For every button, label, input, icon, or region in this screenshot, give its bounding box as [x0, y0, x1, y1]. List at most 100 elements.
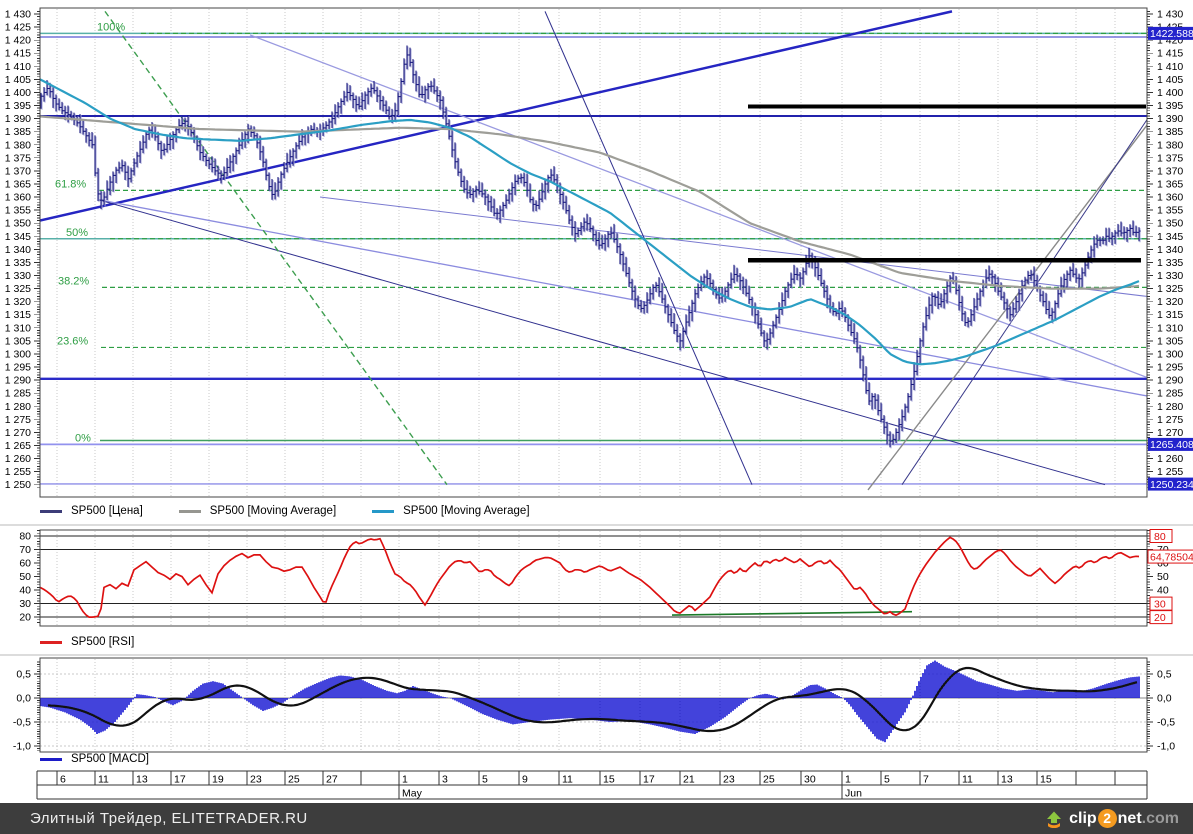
- svg-text:30: 30: [1154, 598, 1166, 610]
- svg-text:30: 30: [19, 598, 31, 610]
- svg-text:1 355: 1 355: [1157, 205, 1183, 217]
- svg-text:1 305: 1 305: [5, 335, 31, 347]
- svg-text:1 275: 1 275: [5, 414, 31, 426]
- svg-text:23: 23: [250, 774, 262, 786]
- svg-text:1 270: 1 270: [5, 427, 31, 439]
- svg-text:-1,0: -1,0: [13, 741, 31, 753]
- svg-text:23.6%: 23.6%: [57, 335, 88, 347]
- svg-text:1 425: 1 425: [5, 22, 31, 34]
- ma1-legend-item: SP500 [Moving Average]: [178, 505, 337, 517]
- svg-text:1 415: 1 415: [5, 48, 31, 60]
- rsi-legend-item: SP500 [RSI]: [40, 636, 134, 648]
- svg-text:30: 30: [804, 774, 816, 786]
- svg-text:1 310: 1 310: [5, 322, 31, 334]
- rsi-legend: SP500 [RSI]: [40, 636, 170, 648]
- svg-text:1 395: 1 395: [1157, 100, 1183, 112]
- svg-text:1 410: 1 410: [5, 61, 31, 73]
- ma1-series-label: SP500 [Moving Average]: [209, 505, 337, 517]
- svg-text:5: 5: [884, 774, 890, 786]
- svg-text:1 360: 1 360: [5, 192, 31, 204]
- footer-bar: Элитный Трейдер, ELITETRADER.RU clip 2 n…: [0, 803, 1193, 834]
- ma2-legend-item: SP500 [Moving Average]: [372, 505, 530, 517]
- svg-text:80: 80: [19, 531, 31, 543]
- svg-text:1 290: 1 290: [1157, 375, 1183, 387]
- svg-text:20: 20: [19, 612, 31, 624]
- svg-text:1 350: 1 350: [5, 218, 31, 230]
- svg-text:1 345: 1 345: [5, 231, 31, 243]
- svg-text:25: 25: [763, 774, 775, 786]
- svg-text:1 400: 1 400: [5, 87, 31, 99]
- svg-text:7: 7: [923, 774, 929, 786]
- clip2net-logo[interactable]: clip 2 net .com: [1044, 809, 1179, 828]
- rsi-series-swatch: [40, 640, 62, 644]
- svg-text:21: 21: [683, 774, 695, 786]
- svg-text:-0,5: -0,5: [1157, 717, 1175, 729]
- logo-text-clip: clip: [1069, 809, 1097, 827]
- macd-series-label: SP500 [MACD]: [71, 753, 149, 765]
- svg-text:1 315: 1 315: [5, 309, 31, 321]
- svg-text:1 325: 1 325: [5, 283, 31, 295]
- svg-text:80: 80: [1154, 531, 1166, 543]
- price-legend: SP500 [Цена] SP500 [Moving Average] SP50…: [40, 505, 566, 517]
- svg-text:1 370: 1 370: [1157, 165, 1183, 177]
- svg-text:1 305: 1 305: [1157, 335, 1183, 347]
- svg-text:1 355: 1 355: [5, 205, 31, 217]
- svg-text:1 365: 1 365: [1157, 178, 1183, 190]
- svg-text:1 365: 1 365: [5, 178, 31, 190]
- price-series-label: SP500 [Цена]: [71, 505, 143, 517]
- ma1-series-swatch: [178, 509, 201, 513]
- price-series-swatch: [40, 509, 62, 513]
- svg-text:1 330: 1 330: [1157, 270, 1183, 282]
- svg-text:1 265: 1 265: [5, 440, 31, 452]
- svg-text:1 430: 1 430: [1157, 9, 1183, 21]
- svg-text:1 280: 1 280: [1157, 401, 1183, 413]
- svg-text:38.2%: 38.2%: [58, 275, 89, 287]
- svg-text:1 280: 1 280: [5, 401, 31, 413]
- svg-text:1 255: 1 255: [5, 466, 31, 478]
- svg-text:1 340: 1 340: [1157, 244, 1183, 256]
- svg-text:1 250: 1 250: [5, 479, 31, 491]
- svg-text:1 405: 1 405: [5, 74, 31, 86]
- svg-text:1 335: 1 335: [5, 257, 31, 269]
- svg-text:13: 13: [136, 774, 148, 786]
- svg-text:1 270: 1 270: [1157, 427, 1183, 439]
- svg-text:1: 1: [845, 774, 851, 786]
- svg-text:1 290: 1 290: [5, 375, 31, 387]
- svg-text:3: 3: [442, 774, 448, 786]
- svg-text:1 385: 1 385: [5, 126, 31, 138]
- svg-text:1 405: 1 405: [1157, 74, 1183, 86]
- svg-text:1 325: 1 325: [1157, 283, 1183, 295]
- macd-legend-item: SP500 [MACD]: [40, 753, 149, 765]
- svg-text:1250.234: 1250.234: [1150, 479, 1193, 491]
- svg-text:15: 15: [1040, 774, 1052, 786]
- svg-text:1 375: 1 375: [1157, 152, 1183, 164]
- svg-text:11: 11: [562, 774, 573, 786]
- svg-text:1 330: 1 330: [5, 270, 31, 282]
- svg-text:0%: 0%: [75, 432, 91, 444]
- svg-text:1265.408: 1265.408: [1150, 439, 1193, 451]
- macd-series-swatch: [40, 757, 62, 761]
- svg-text:40: 40: [19, 585, 31, 597]
- svg-text:1 335: 1 335: [1157, 257, 1183, 269]
- svg-text:1 430: 1 430: [5, 9, 31, 21]
- svg-text:5: 5: [482, 774, 488, 786]
- svg-text:11: 11: [962, 774, 973, 786]
- ma2-series-label: SP500 [Moving Average]: [403, 505, 530, 517]
- svg-text:1: 1: [402, 774, 408, 786]
- svg-text:-0,5: -0,5: [13, 717, 31, 729]
- svg-text:6: 6: [60, 774, 66, 786]
- svg-text:1 380: 1 380: [5, 139, 31, 151]
- svg-text:40: 40: [1157, 585, 1169, 597]
- svg-text:64,78504: 64,78504: [1150, 551, 1193, 563]
- svg-text:70: 70: [19, 544, 31, 556]
- svg-text:27: 27: [326, 774, 338, 786]
- svg-text:0,0: 0,0: [16, 693, 31, 705]
- svg-text:1 320: 1 320: [1157, 296, 1183, 308]
- svg-text:25: 25: [288, 774, 300, 786]
- upload-arrow-icon: [1044, 810, 1064, 828]
- svg-text:15: 15: [603, 774, 615, 786]
- svg-text:1 285: 1 285: [5, 388, 31, 400]
- svg-text:17: 17: [643, 774, 655, 786]
